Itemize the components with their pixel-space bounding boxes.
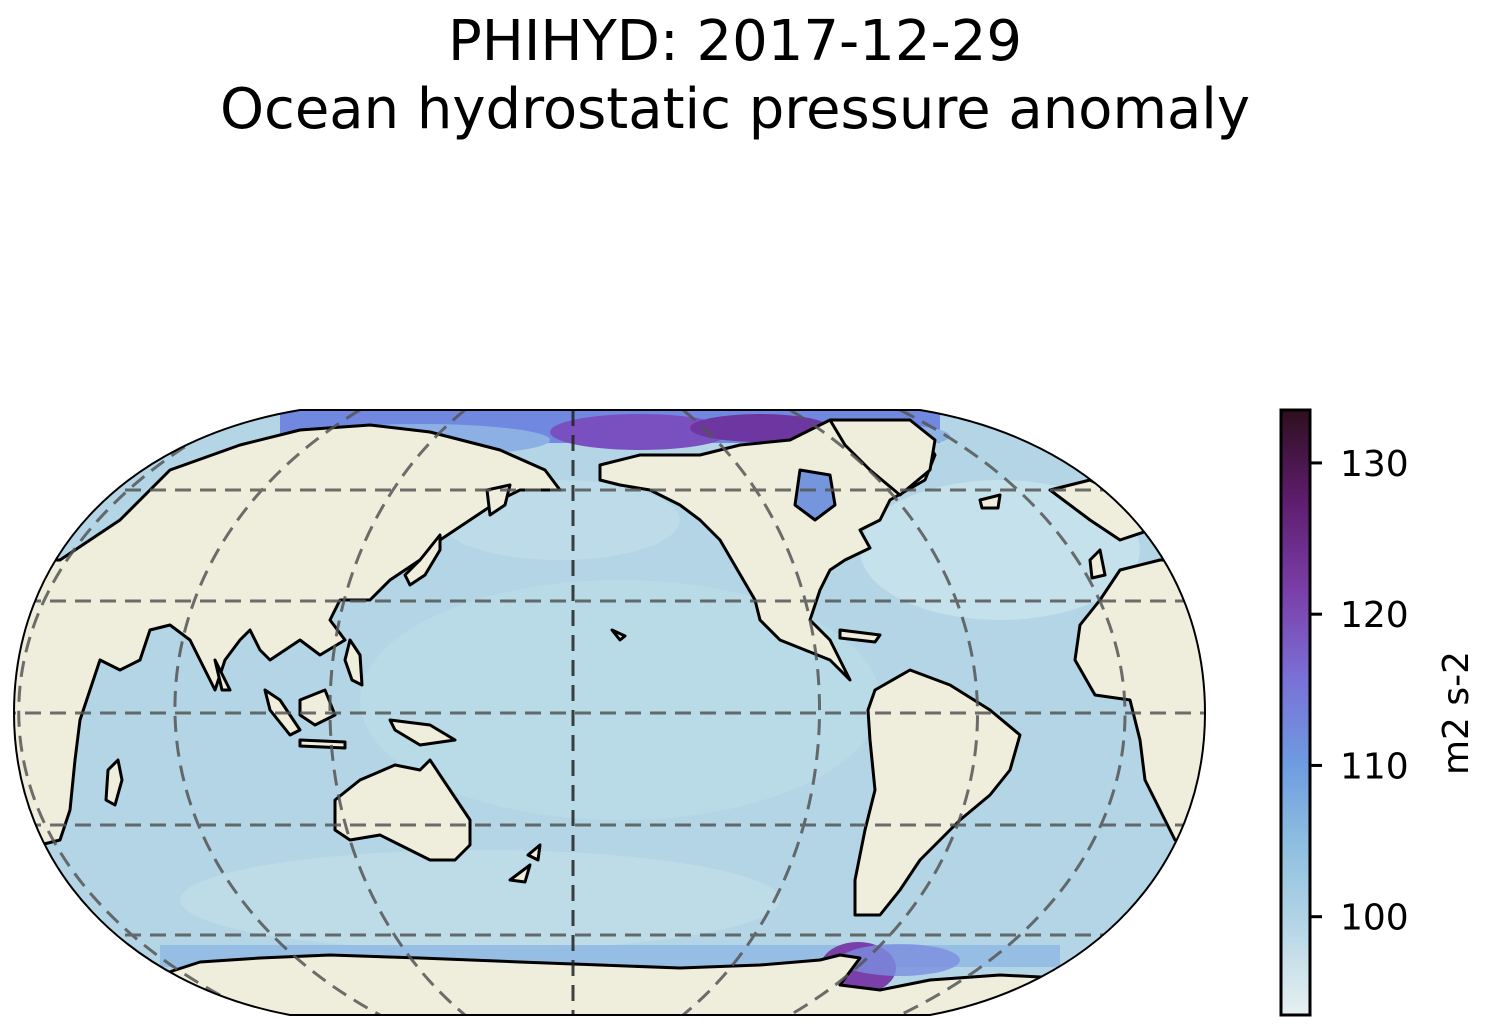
title-line-description: Ocean hydrostatic pressure anomaly [219,77,1251,142]
ocean-light-patch [180,850,780,950]
colorbar-tick-label: 130 [1340,444,1409,485]
land-hawaii [610,628,627,642]
colorbar-tick-label: 100 [1340,898,1409,939]
figure-title: PHIHYD: 2017-12-29 Ocean hydrostatic pre… [0,8,1470,144]
land-australia [333,758,472,862]
hudson-bay-outline [793,468,837,522]
meridian-line [173,410,381,1015]
land-iceland [978,493,1002,510]
land-new-guinea [388,718,457,747]
meridian-line [789,410,979,1015]
colorbar-unit-label: m2 s-2 [1436,651,1477,775]
land-kamchatka [485,483,512,517]
land-philippines [343,638,364,687]
meridian-line [899,410,1127,1015]
map-boundary [12,409,1207,1016]
land-madagascar [104,758,124,807]
land-new-zealand-south [508,863,532,884]
land-java [298,738,347,750]
colorbar-ticks: 100 110 120 130 [1310,444,1409,939]
land-south-america [853,668,1022,917]
gridlines [14,410,1205,1015]
land-greenland [828,418,937,497]
ocean-light-patch [860,480,1140,620]
weddell-sea-fringe [840,944,960,976]
arctic-high [550,414,730,450]
colorbar-tick-label: 110 [1340,746,1409,787]
colorbar-gradient [1279,408,1312,1017]
land-japan [403,533,442,587]
ocean-light-patch [360,580,880,820]
meridian-line [682,410,821,1015]
colorbar-tick-label: 120 [1340,595,1409,636]
land-new-zealand [526,843,542,862]
title-line-variable-date: PHIHYD: 2017-12-29 [448,9,1022,74]
land-eurasia-africa [14,423,562,847]
land-cuba [838,628,882,644]
meridian-line [328,410,466,1015]
land-india [213,658,232,692]
meridian-line [17,410,261,1015]
land [14,418,1205,1015]
land-uk [1088,548,1107,580]
arctic-high [690,414,830,442]
